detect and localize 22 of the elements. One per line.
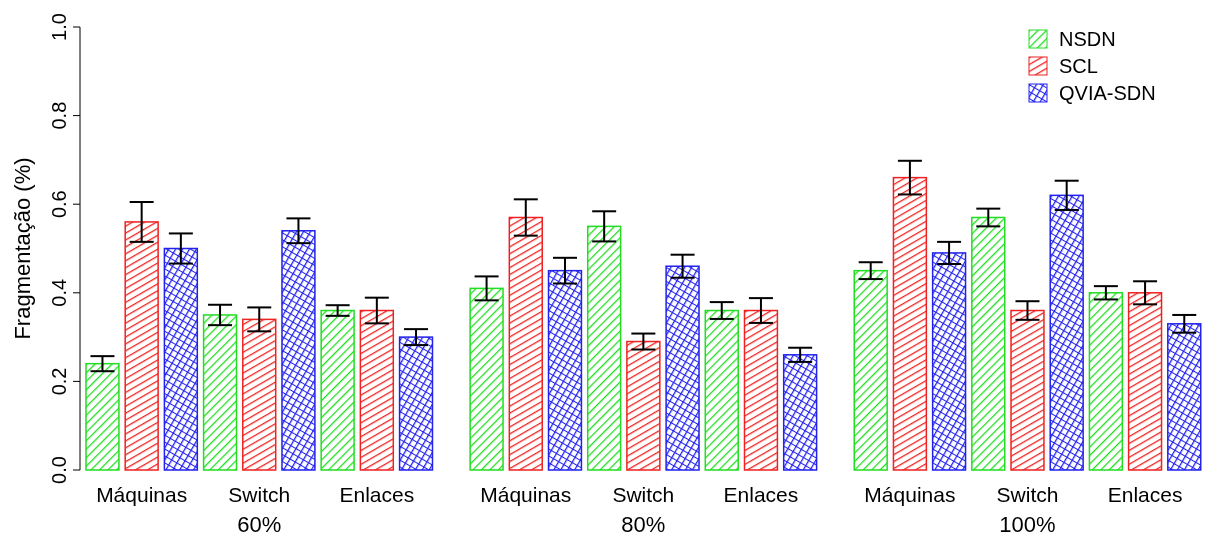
- text: 80%: [621, 512, 666, 537]
- legend-label: NSDN: [1059, 28, 1116, 50]
- y-tick-label: 0.0: [48, 456, 70, 484]
- y-tick-label: 0.8: [48, 101, 70, 130]
- x-tick-label: Enlaces: [723, 483, 799, 506]
- x-tick-label: Máquinas: [480, 483, 572, 506]
- legend-label: SCL: [1059, 55, 1098, 77]
- y-tick-label: 1.0: [48, 13, 70, 41]
- text: 60%: [237, 512, 282, 537]
- y-tick-label: 0.6: [48, 190, 70, 219]
- y-tick-label: 0.4: [48, 278, 70, 307]
- x-tick-label: Switch: [612, 483, 675, 506]
- legend-label: QVIA-SDN: [1059, 82, 1156, 104]
- x-tick-label: Enlaces: [1107, 483, 1183, 506]
- x-tick-label: Switch: [996, 483, 1059, 506]
- x-tick-label: Máquinas: [864, 483, 956, 506]
- text: 100%: [999, 512, 1056, 537]
- y-axis-title: Fragmentação (%): [10, 157, 35, 340]
- x-tick-label: Switch: [228, 483, 291, 506]
- x-tick-label: Máquinas: [96, 483, 188, 506]
- x-tick-label: Enlaces: [339, 483, 415, 506]
- y-tick-label: 0.2: [48, 367, 70, 396]
